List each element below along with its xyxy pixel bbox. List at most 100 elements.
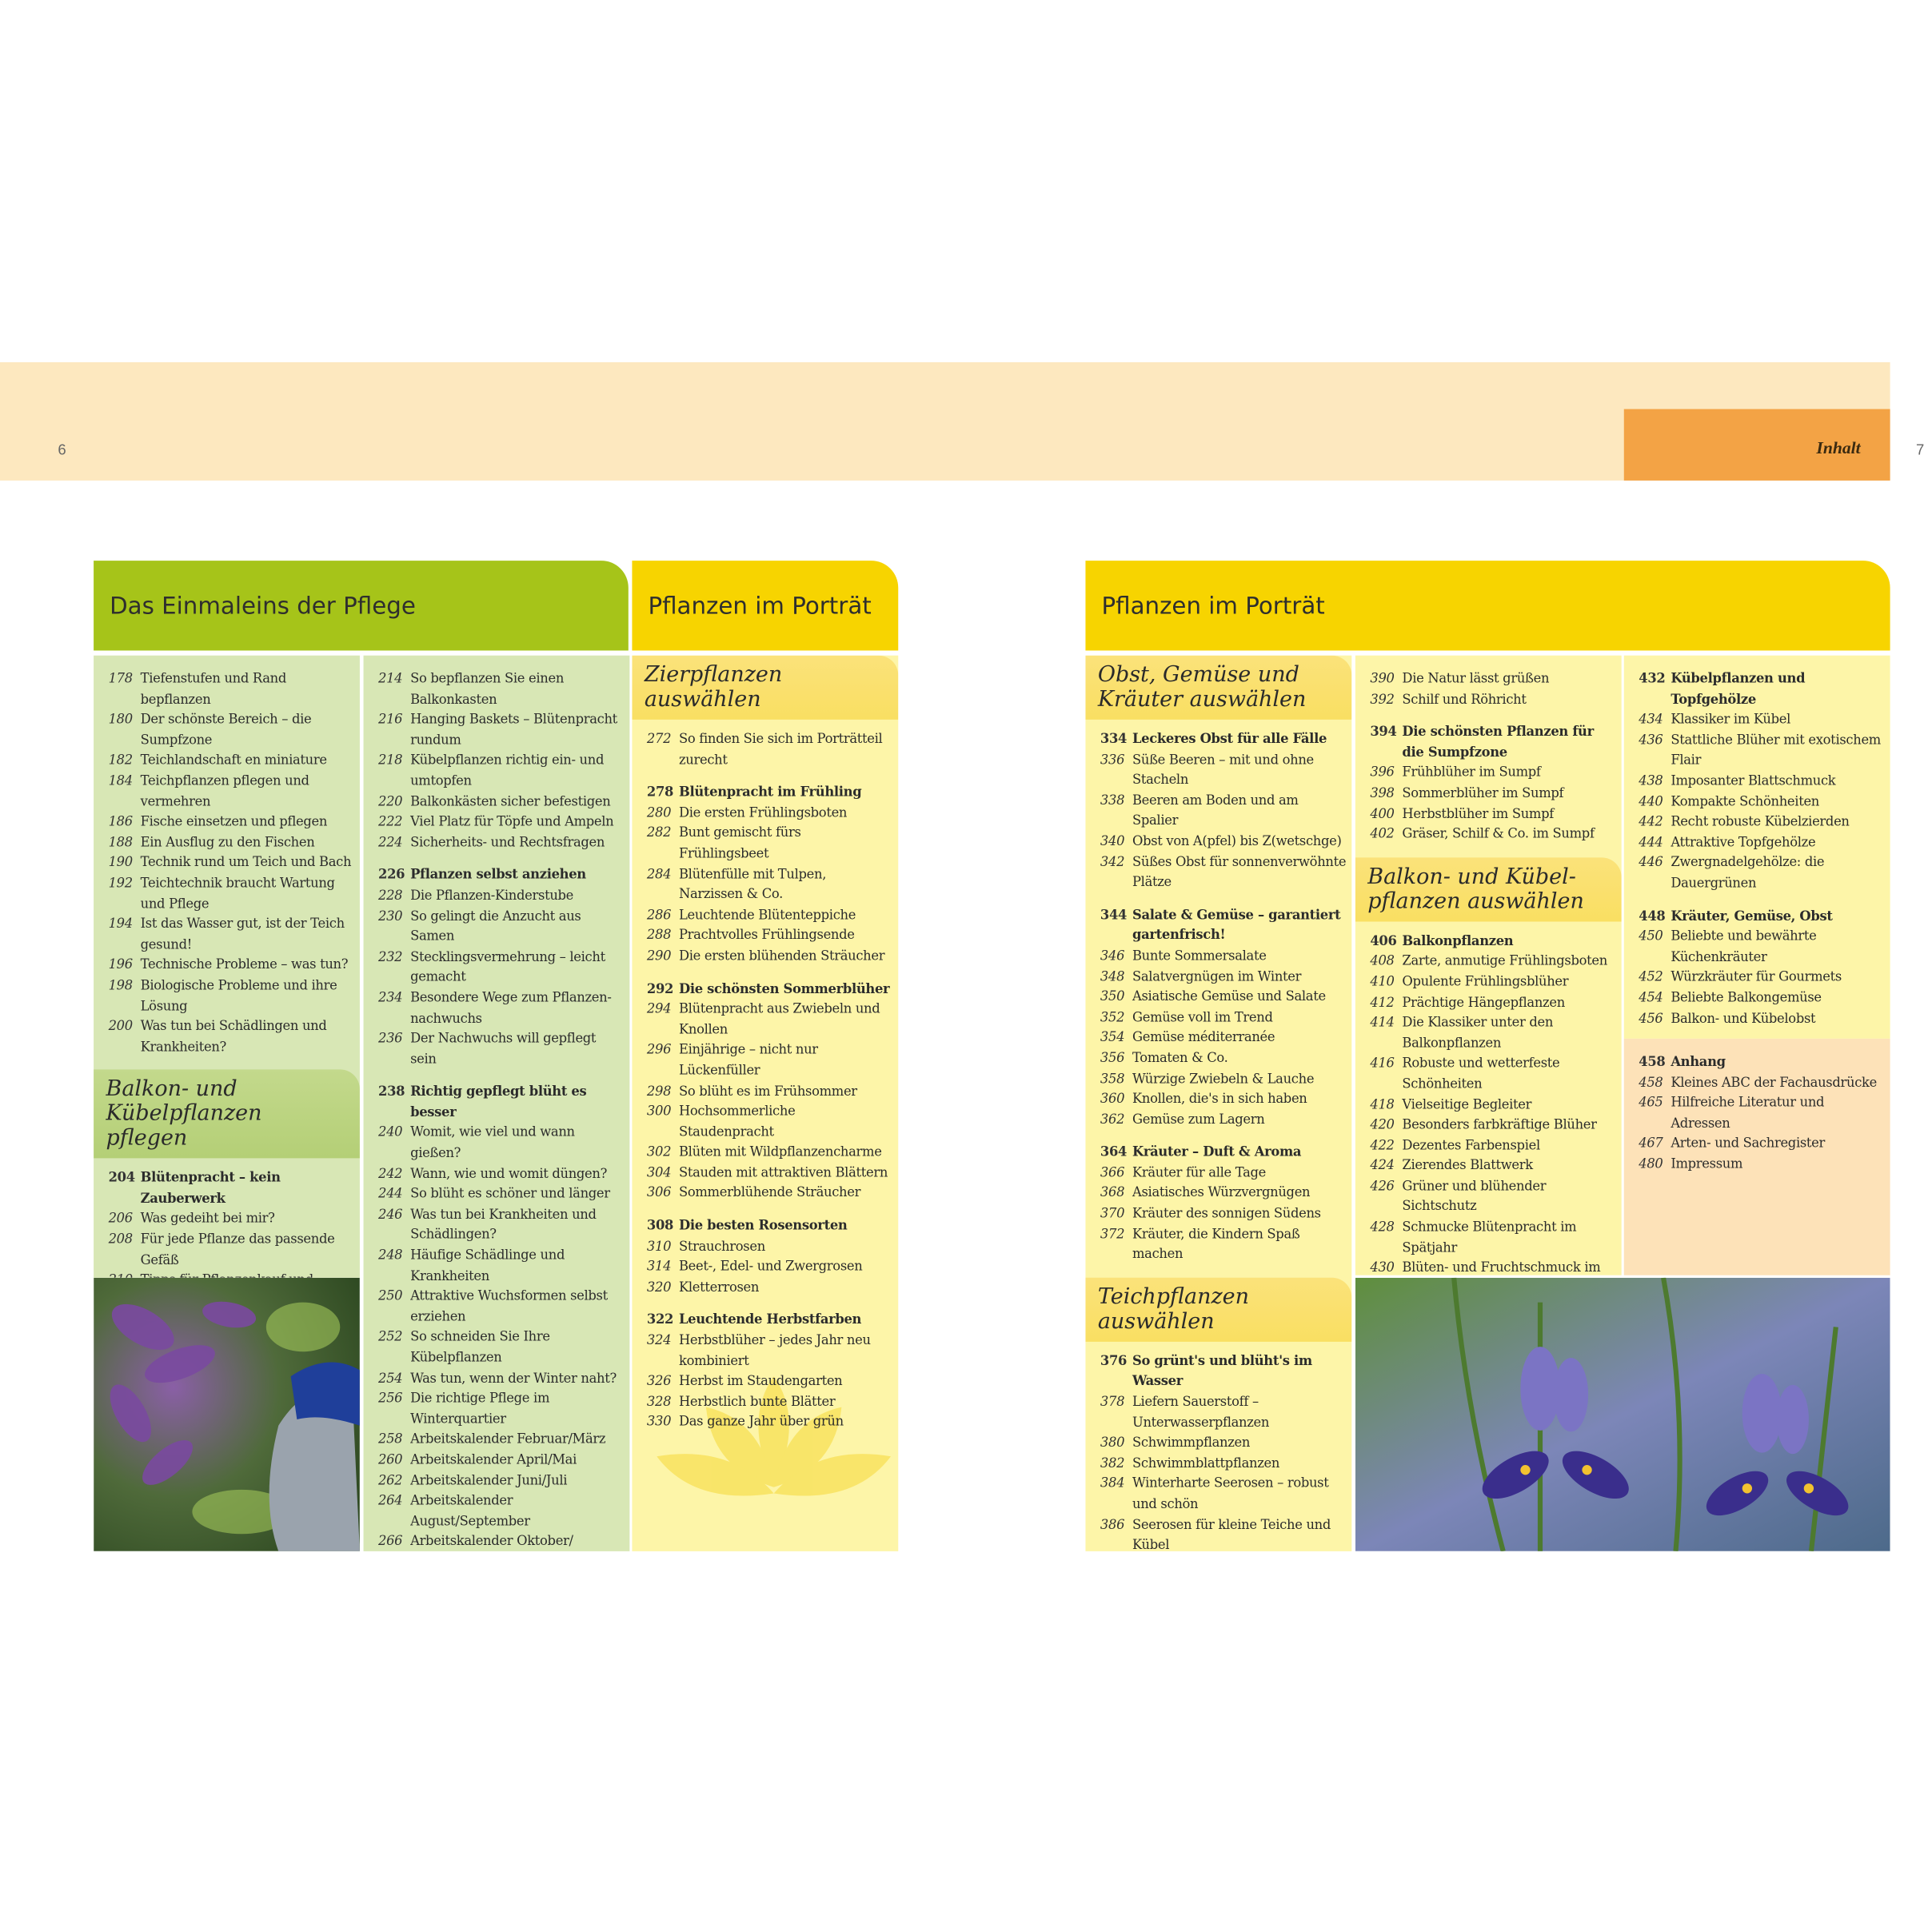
toc-title: Beet-, Edel- und Zwergrosen: [678, 1259, 863, 1275]
toc-title: Arbeitskalender Februar/März: [410, 1431, 606, 1447]
toc-entry: 210Tipps für Pflanzenkauf und Substratwa…: [94, 1271, 360, 1278]
toc-entry: 358 Würzige Zwiebeln & Lauche: [1085, 1069, 1351, 1090]
toc-title: Die schönsten Sommerblüher: [678, 981, 890, 996]
toc-title: Die richtige Pflege im Winterquartier: [410, 1391, 550, 1427]
toc-page-number: 406: [1370, 933, 1397, 949]
toc-entry: 434 Klassiker im Kübel: [1624, 710, 1890, 731]
toc-entry: 236 Der Nachwuchs will gepflegt sein: [364, 1029, 630, 1070]
toc-entry: 208 Für jede Pflanze das passende Gefäß: [94, 1230, 360, 1271]
toc-page-number: 364: [1100, 1144, 1128, 1160]
toc-page-number: 222: [378, 814, 403, 830]
toc-page-number: 372: [1100, 1227, 1125, 1242]
page-number-right: 7: [1915, 441, 1925, 459]
toc-title: So blüht es im Frühsommer: [678, 1084, 857, 1099]
toc-entry: 456 Balkon- und Kübelobst: [1624, 1008, 1890, 1029]
toc-title: Sommerblüher im Sumpf: [1402, 785, 1564, 801]
toc-page-number: 328: [646, 1394, 672, 1410]
toc-title: Der schönste Bereich – die Sumpfzone: [140, 712, 312, 748]
toc-entry: 290 Die ersten blühenden Sträucher: [632, 946, 898, 967]
toc-entry: 366 Kräuter für alle Tage: [1085, 1163, 1351, 1184]
toc-page-number: 392: [1370, 692, 1395, 707]
toc-entry: 272 So finden Sie sich im Porträtteil zur…: [632, 729, 898, 770]
toc-entry: 254 Was tun, wenn der Winter naht?: [364, 1368, 630, 1389]
toc-title: Vielseitige Begleiter: [1402, 1097, 1532, 1112]
toc-page-number: 180: [108, 712, 134, 728]
toc-title: Dezentes Farbenspiel: [1402, 1138, 1540, 1153]
toc-group: 344 Salate & Gemüse – garantiert gartenfr…: [1085, 905, 1351, 1130]
toc-entry-main: 292 Die schönsten Sommerblüher: [632, 979, 898, 1000]
toc-title: Kompakte Schönheiten: [1671, 794, 1820, 809]
toc-entry: 186 Fische einsetzen und pflegen: [94, 812, 360, 833]
toc-title: Kräuter für alle Tage: [1132, 1165, 1267, 1180]
toc-page-number: 260: [378, 1452, 403, 1468]
toc-entry: 356 Tomaten & Co.: [1085, 1048, 1351, 1069]
toc-title: Schilf und Röhricht: [1402, 692, 1527, 707]
toc-page-number: 382: [1100, 1455, 1125, 1471]
toc-title: Viel Platz für Töpfe und Ampeln: [410, 814, 614, 830]
toc-entry: 370 Kräuter des sonnigen Südens: [1085, 1204, 1351, 1224]
toc-page-number: 410: [1370, 974, 1395, 990]
toc-group: 226 Pflanzen selbst anziehen 228 Die Pflanz…: [364, 865, 630, 1070]
toc-title: Arbeitskalender April/Mai: [410, 1452, 577, 1468]
toc-entry-main: 344 Salate & Gemüse – garantiert gartenfr…: [1085, 905, 1351, 946]
toc-entry: 398 Sommerblüher im Sumpf: [1355, 784, 1622, 804]
toc-page-number: 292: [646, 981, 674, 996]
section-tab-label: Inhalt: [1816, 440, 1861, 459]
toc-title: Zwergnadelgehölze: die Dauergrünen: [1671, 855, 1825, 891]
toc-title: Besondere Wege zum Pflanzen-nachwuchs: [410, 990, 612, 1026]
section-heading: Teichpflanzen auswählen: [1085, 1277, 1352, 1342]
toc-title: Arbeitskalender Oktober/ November: [410, 1534, 573, 1550]
toc-entry: 200 Was tun bei Schädlingen und Krankheit…: [94, 1016, 360, 1057]
toc-page-number: 336: [1100, 752, 1125, 768]
toc-page-number: 206: [108, 1211, 134, 1227]
chapter-heading-portrait-right: Pflanzen im Porträt: [1085, 561, 1890, 651]
toc-entry: 444 Attraktive Topfgehölze: [1624, 832, 1890, 853]
toc-title: Impressum: [1671, 1156, 1743, 1172]
toc-entry-main: 394 Die schönsten Pflanzen für die Sumpfz…: [1355, 722, 1622, 763]
toc-page-number: 380: [1100, 1435, 1125, 1451]
toc-title: Herbstlich bunte Blätter: [678, 1394, 836, 1410]
toc-group: 292 Die schönsten Sommerblüher 294 Blütenpr…: [632, 979, 898, 1204]
toc-entry: 338 Beeren am Boden und am Spalier: [1085, 791, 1351, 832]
toc-entry: 218 Kübelpflanzen richtig ein- und umtopf…: [364, 751, 630, 792]
toc-entry: 360 Knollen, die's in sich haben: [1085, 1089, 1351, 1110]
toc-title: Robuste und wetterfeste Schönheiten: [1402, 1056, 1560, 1092]
toc-entry: 414 Die Klassiker unter den Balkonpflanze…: [1355, 1013, 1622, 1054]
toc-title: Stecklingsvermehrung – leicht gemacht: [410, 949, 605, 985]
toc-entry: 320 Kletterrosen: [632, 1278, 898, 1299]
toc-entry: 368 Asiatisches Würzvergnügen: [1085, 1184, 1351, 1204]
toc-page-number: 284: [646, 867, 672, 882]
toc-entry: 310 Strauchrosen: [632, 1236, 898, 1257]
toc-title: Asiatische Gemüse und Salate: [1132, 989, 1326, 1004]
toc-entry: 465 Hilfreiche Literatur und Adressen: [1624, 1093, 1890, 1134]
toc-title: Für jede Pflanze das passende Gefäß: [140, 1231, 335, 1267]
toc-title: Das ganze Jahr über grün: [678, 1415, 844, 1430]
toc-title: Arbeitskalender Juni/Juli: [410, 1473, 568, 1488]
toc-entry: 422 Dezentes Farbenspiel: [1355, 1136, 1622, 1156]
toc-title: Prächtige Hängepflanzen: [1402, 995, 1565, 1010]
toc-group: 272 So finden Sie sich im Porträtteil zur…: [632, 729, 898, 770]
toc-title: Blütenfülle mit Tulpen, Narzissen & Co.: [678, 867, 827, 903]
toc-page-number: 338: [1100, 792, 1125, 808]
toc-page-number: 322: [646, 1312, 674, 1328]
toc-entry: 454 Beliebte Balkongemüse: [1624, 988, 1890, 1009]
toc-column-left-3: Zierpflanzen auswählen 272 So finden Sie s…: [632, 655, 899, 1551]
toc-page-number: 196: [108, 957, 134, 973]
toc-entry: 446 Zwergnadelgehölze: die Dauergrünen: [1624, 853, 1890, 894]
toc-column-right-2: 390 Die Natur lässt grüßen 392 Schilf und R…: [1355, 655, 1622, 1275]
toc-page-number: 408: [1370, 954, 1395, 969]
toc-entry: 246 Was tun bei Krankheiten und Schädling…: [364, 1205, 630, 1246]
toc-entry: 300 Hochsommerliche Staudenpracht: [632, 1102, 898, 1143]
toc-page-number: 296: [646, 1042, 672, 1058]
toc-entry: 294 Blütenpracht aus Zwiebeln und Knollen: [632, 1000, 898, 1040]
toc-page-number: 456: [1639, 1011, 1663, 1026]
toc-page-number: 378: [1100, 1395, 1125, 1410]
toc-page-number: 220: [378, 794, 403, 809]
toc-page-number: 326: [646, 1374, 672, 1389]
toc-page-number: 200: [108, 1019, 134, 1034]
toc-page-number: 440: [1639, 794, 1663, 809]
toc-entry: 386 Seerosen für kleine Teiche und Kübel: [1085, 1515, 1351, 1551]
toc-page-number: 346: [1100, 948, 1125, 964]
toc-column-right-1: Obst, Gemüse und Kräuter auswählen 334 Lec…: [1085, 655, 1352, 1551]
